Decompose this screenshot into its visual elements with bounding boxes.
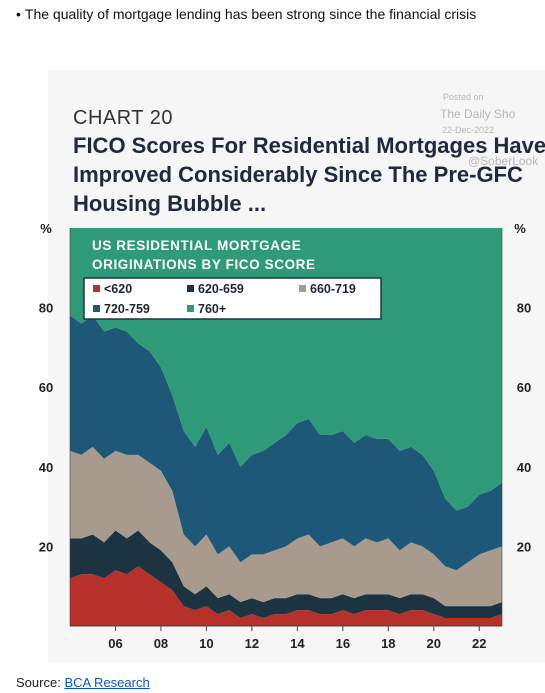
- y-tick-label-left: 20: [39, 539, 53, 554]
- x-tick-label: 22: [472, 636, 486, 651]
- x-tick-label: 20: [427, 636, 441, 651]
- legend-box: [83, 277, 382, 320]
- chart-number: CHART 20: [73, 107, 173, 129]
- legend-swatch-r620_659: [187, 285, 194, 292]
- x-tick-label: 10: [199, 636, 213, 651]
- headline-line-2: Improved Considerably Since The Pre-GFC: [73, 162, 523, 187]
- legend-swatch-ge760: [187, 305, 194, 312]
- series-area-r660_719: [70, 446, 502, 607]
- y-tick-label-right: 80: [517, 301, 531, 316]
- y-tick-label-right: 60: [517, 380, 531, 395]
- legend-swatch-lt620: [93, 285, 100, 292]
- series-area-r620_659: [70, 530, 502, 618]
- legend-label-r720_759: 720-759: [104, 302, 150, 316]
- x-tick-label: 06: [108, 636, 122, 651]
- legend-label-r660_719: 660-719: [310, 282, 356, 296]
- source-label: Source:: [16, 675, 61, 690]
- bullet-symbol: •: [16, 6, 21, 22]
- chart-headline: FICO Scores For Residential Mortgages Ha…: [73, 131, 545, 218]
- x-tick-label: 18: [381, 636, 395, 651]
- x-tick-label: 12: [245, 636, 259, 651]
- watermark-handle: @SoberLook: [468, 154, 539, 168]
- inner-chart-title-line-2: ORIGINATIONS BY FICO SCORE: [92, 257, 316, 272]
- x-tick-label: 16: [336, 636, 350, 651]
- y-tick-label-left: 60: [39, 380, 53, 395]
- watermark-site: The Daily Sho: [440, 107, 516, 121]
- legend-label-lt620: <620: [104, 282, 132, 296]
- source-line: Source: BCA Research: [16, 675, 150, 690]
- x-tick-label: 08: [154, 636, 168, 651]
- summary-bullet: • The quality of mortgage lending has bee…: [16, 6, 476, 22]
- y-tick-label-left: 40: [39, 460, 53, 475]
- summary-text: The quality of mortgage lending has been…: [24, 6, 477, 22]
- headline-line-3: Housing Bubble ...: [73, 191, 267, 216]
- legend-label-ge760: 760+: [198, 302, 226, 316]
- x-tick-label: 14: [290, 636, 305, 651]
- y-tick-label-right: 40: [517, 460, 531, 475]
- legend-swatch-r660_719: [299, 285, 306, 292]
- series-area-lt620: [70, 566, 502, 626]
- watermark-posted-on: Posted on: [443, 92, 484, 102]
- headline-line-1: FICO Scores For Residential Mortgages Ha…: [73, 133, 545, 158]
- watermark-date: 22-Dec-2022: [442, 125, 495, 135]
- y-unit-left: %: [40, 221, 52, 236]
- series-area-r720_759: [70, 315, 502, 571]
- y-tick-label-left: 80: [39, 301, 53, 316]
- y-tick-label-right: 20: [517, 539, 531, 554]
- legend-swatch-r720_759: [93, 305, 100, 312]
- inner-chart-title-line-1: US RESIDENTIAL MORTGAGE: [92, 238, 301, 253]
- source-link[interactable]: BCA Research: [64, 675, 150, 690]
- legend-label-r620_659: 620-659: [198, 282, 244, 296]
- y-unit-right: %: [514, 221, 526, 236]
